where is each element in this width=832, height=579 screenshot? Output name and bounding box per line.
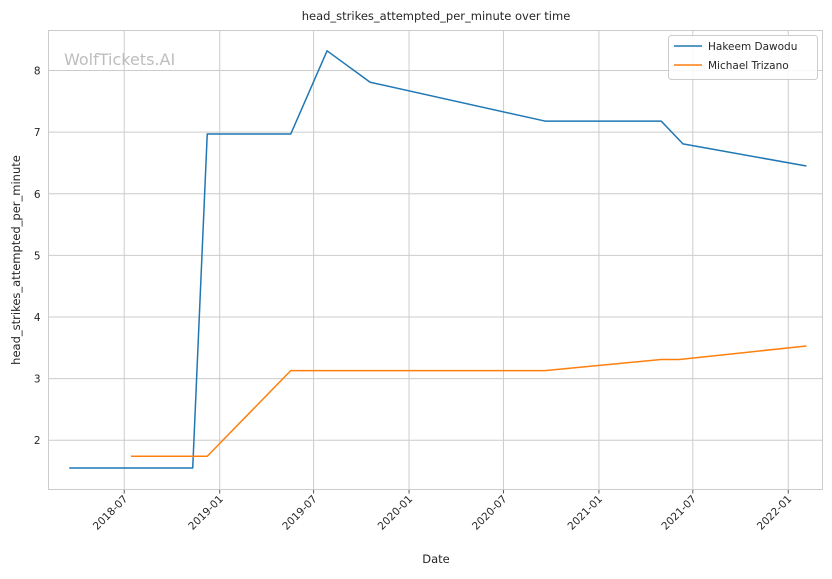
series-line-michael-trizano	[130, 345, 807, 457]
plot-area	[48, 30, 823, 490]
x-tick-label: 2018-07	[91, 493, 131, 533]
tick-labels: 2018-07 2019-01 2019-07 2020-01 2020-07 2021-…	[34, 66, 795, 533]
x-tick-label: 2022-01	[755, 493, 795, 533]
chart-title: head_strikes_attempted_per_minute over t…	[302, 9, 571, 23]
y-tick-label: 2	[34, 435, 41, 447]
x-tick-label: 2020-07	[470, 493, 510, 533]
x-tick-label: 2019-01	[186, 493, 226, 533]
y-tick-label: 8	[34, 66, 41, 78]
legend-label-michael-trizano: Michael Trizano	[708, 60, 789, 72]
x-tick-label: 2020-01	[376, 493, 416, 533]
legend: Hakeem Dawodu Michael Trizano	[668, 35, 818, 80]
legend-label-hakeem-dawodu: Hakeem Dawodu	[708, 41, 797, 53]
y-axis-label: head_strikes_attempted_per_minute	[9, 155, 23, 365]
gridlines	[48, 30, 823, 490]
y-tick-label: 6	[34, 189, 41, 201]
y-tick-label: 3	[34, 374, 41, 386]
y-tick-label: 7	[34, 127, 41, 139]
watermark: WolfTickets.AI	[64, 50, 175, 69]
y-tick-label: 4	[34, 312, 41, 324]
x-tick-label: 2021-01	[566, 493, 606, 533]
x-tick-label: 2019-07	[280, 493, 320, 533]
x-tick-label: 2021-07	[659, 493, 699, 533]
series-line-hakeem-dawodu	[69, 50, 807, 469]
series-lines	[69, 50, 807, 469]
y-tick-label: 5	[34, 250, 41, 262]
legend-box	[668, 35, 818, 80]
x-axis-label: Date	[422, 552, 450, 566]
